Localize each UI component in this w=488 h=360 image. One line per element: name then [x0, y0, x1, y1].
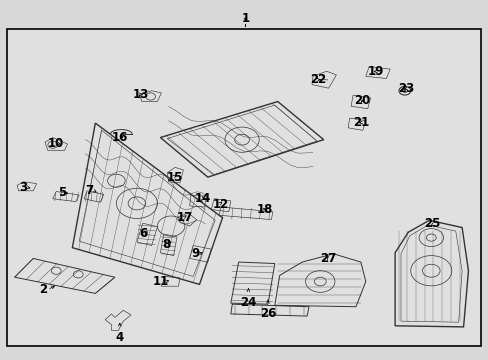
Text: 14: 14: [194, 192, 210, 204]
Text: 9: 9: [191, 247, 200, 260]
Text: 23: 23: [398, 82, 414, 95]
Text: 24: 24: [240, 296, 256, 309]
Text: 25: 25: [423, 217, 439, 230]
Text: 20: 20: [354, 94, 370, 107]
Text: 2: 2: [39, 283, 47, 296]
Text: 15: 15: [166, 171, 182, 184]
Text: 21: 21: [352, 116, 368, 129]
Text: 13: 13: [133, 88, 149, 101]
Text: 26: 26: [259, 307, 276, 320]
Text: 10: 10: [48, 137, 64, 150]
Text: 16: 16: [111, 131, 127, 144]
Text: 18: 18: [256, 203, 272, 216]
Text: 8: 8: [162, 238, 170, 251]
Bar: [7, 29, 480, 346]
Text: 11: 11: [152, 275, 168, 288]
Text: 1: 1: [241, 12, 249, 24]
Text: 17: 17: [177, 211, 193, 224]
Text: 22: 22: [310, 73, 326, 86]
Text: 7: 7: [85, 184, 94, 197]
Text: 5: 5: [58, 186, 66, 199]
Text: 19: 19: [367, 65, 383, 78]
Text: 27: 27: [320, 252, 336, 265]
Text: 4: 4: [116, 331, 123, 344]
Text: 3: 3: [20, 181, 28, 194]
Text: 6: 6: [139, 227, 147, 240]
Text: 12: 12: [212, 198, 228, 211]
